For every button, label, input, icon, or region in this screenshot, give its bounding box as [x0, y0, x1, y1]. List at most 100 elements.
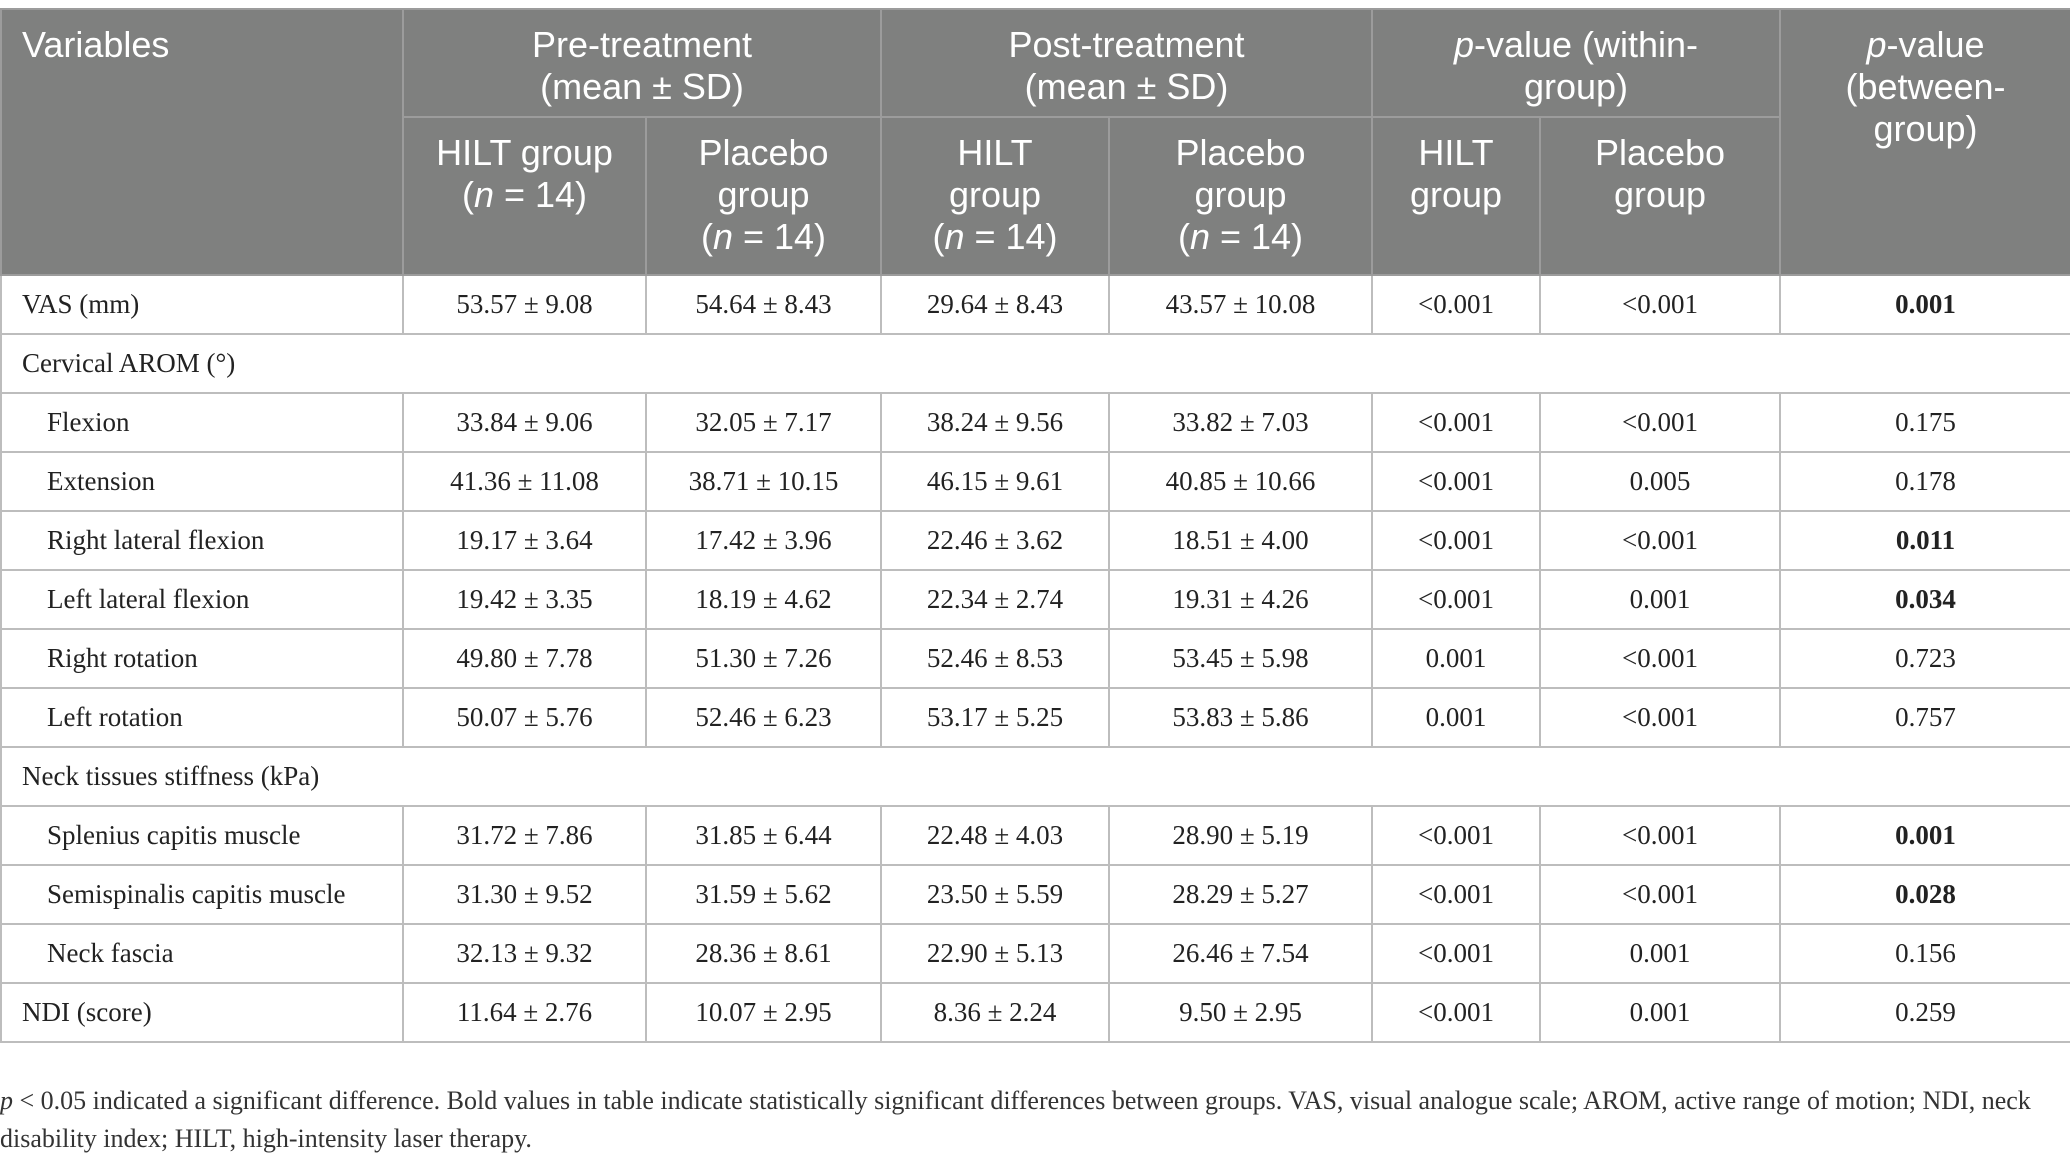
cell-p-hilt: <0.001 — [1371, 451, 1541, 512]
table-container: Variables Pre-treatment (mean ± SD) Post… — [0, 8, 2070, 1043]
section-row: Cervical AROM (°) — [0, 333, 2070, 394]
cell-p-between: 0.156 — [1779, 923, 2070, 984]
cell-post-hilt: 46.15 ± 9.61 — [880, 451, 1110, 512]
table-row: Neck fascia 32.13 ± 9.32 28.36 ± 8.61 22.90… — [0, 923, 2070, 984]
table-row: Left lateral flexion 19.42 ± 3.35 18.19 ± … — [0, 569, 2070, 630]
group-label: HILT group — [1409, 132, 1503, 215]
cell-p-placebo: 0.001 — [1539, 923, 1781, 984]
cell-p-between: 0.028 — [1779, 864, 2070, 925]
p-between-header: p-value (between-group) — [1779, 8, 2070, 276]
variable-label: NDI (score) — [0, 982, 404, 1043]
cell-post-hilt: 53.17 ± 5.25 — [880, 687, 1110, 748]
pre-hilt-header: HILT group (n = 14) — [402, 116, 647, 276]
cell-post-placebo: 40.85 ± 10.66 — [1108, 451, 1373, 512]
n-label: (n = 14) — [701, 216, 826, 257]
variable-label: Semispinalis capitis muscle — [0, 864, 404, 925]
cell-pre-hilt: 49.80 ± 7.78 — [402, 628, 647, 689]
n-rest: = 14) — [493, 174, 588, 215]
table-row: Splenius capitis muscle 31.72 ± 7.86 31.85… — [0, 805, 2070, 866]
cell-post-placebo: 19.31 ± 4.26 — [1108, 569, 1373, 630]
cell-p-placebo: 0.005 — [1539, 451, 1781, 512]
pre-treatment-label: Pre-treatment (mean ± SD) — [531, 24, 753, 107]
cell-pre-placebo: 10.07 ± 2.95 — [645, 982, 882, 1043]
cell-p-placebo: <0.001 — [1539, 864, 1781, 925]
cell-pre-placebo: 54.64 ± 8.43 — [645, 274, 882, 335]
p-hilt-header: HILT group — [1371, 116, 1541, 276]
cell-p-hilt: <0.001 — [1371, 392, 1541, 453]
cell-post-placebo: 28.29 ± 5.27 — [1108, 864, 1373, 925]
cell-post-hilt: 22.90 ± 5.13 — [880, 923, 1110, 984]
cell-pre-hilt: 41.36 ± 11.08 — [402, 451, 647, 512]
cell-p-between: 0.011 — [1779, 510, 2070, 571]
group-label: Placebo group — [1594, 132, 1726, 215]
footnote-p-italic: p — [0, 1086, 13, 1115]
table-row: VAS (mm) 53.57 ± 9.08 54.64 ± 8.43 29.64 ± … — [0, 274, 2070, 335]
n-open: ( — [700, 216, 713, 257]
group-label: Placebo group — [698, 132, 829, 215]
cell-p-placebo: <0.001 — [1539, 510, 1781, 571]
variable-label: Flexion — [0, 392, 404, 453]
cell-p-hilt: <0.001 — [1371, 864, 1541, 925]
cell-post-hilt: 29.64 ± 8.43 — [880, 274, 1110, 335]
cell-pre-hilt: 53.57 ± 9.08 — [402, 274, 647, 335]
cell-post-placebo: 53.45 ± 5.98 — [1108, 628, 1373, 689]
cell-pre-hilt: 31.72 ± 7.86 — [402, 805, 647, 866]
group-label: Placebo group — [1175, 132, 1306, 215]
cell-post-hilt: 22.48 ± 4.03 — [880, 805, 1110, 866]
p-within-label: -value (within-group) — [1473, 24, 1699, 107]
cell-pre-placebo: 51.30 ± 7.26 — [645, 628, 882, 689]
cell-post-placebo: 43.57 ± 10.08 — [1108, 274, 1373, 335]
footnote-text: < 0.05 indicated a significant differenc… — [0, 1086, 2031, 1153]
cell-p-hilt: <0.001 — [1371, 923, 1541, 984]
cell-p-placebo: 0.001 — [1539, 982, 1781, 1043]
cell-pre-hilt: 33.84 ± 9.06 — [402, 392, 647, 453]
n-label: (n = 14) — [932, 216, 1057, 257]
cell-pre-placebo: 31.85 ± 6.44 — [645, 805, 882, 866]
cell-pre-hilt: 50.07 ± 5.76 — [402, 687, 647, 748]
n-italic: n — [712, 216, 733, 257]
n-open: ( — [461, 174, 474, 215]
table-row: NDI (score) 11.64 ± 2.76 10.07 ± 2.95 8.36 … — [0, 982, 2070, 1043]
cell-p-between: 0.001 — [1779, 274, 2070, 335]
variable-label: Left lateral flexion — [0, 569, 404, 630]
n-rest: = 14) — [1209, 216, 1304, 257]
cell-p-hilt: <0.001 — [1371, 274, 1541, 335]
cell-p-between: 0.757 — [1779, 687, 2070, 748]
cell-pre-placebo: 17.42 ± 3.96 — [645, 510, 882, 571]
section-row: Neck tissues stiffness (kPa) — [0, 746, 2070, 807]
table-row: Left rotation 50.07 ± 5.76 52.46 ± 6.23 53.… — [0, 687, 2070, 748]
cell-p-between: 0.723 — [1779, 628, 2070, 689]
cell-p-placebo: <0.001 — [1539, 628, 1781, 689]
post-hilt-header: HILT group (n = 14) — [880, 116, 1110, 276]
n-italic: n — [1189, 216, 1210, 257]
n-open: ( — [932, 216, 945, 257]
cell-pre-placebo: 18.19 ± 4.62 — [645, 569, 882, 630]
cell-p-between: 0.175 — [1779, 392, 2070, 453]
table-body: VAS (mm) 53.57 ± 9.08 54.64 ± 8.43 29.64 ± … — [0, 274, 2070, 1043]
variable-label: VAS (mm) — [0, 274, 404, 335]
post-placebo-header: Placebo group (n = 14) — [1108, 116, 1373, 276]
cell-p-between: 0.001 — [1779, 805, 2070, 866]
cell-post-hilt: 8.36 ± 2.24 — [880, 982, 1110, 1043]
pre-treatment-header: Pre-treatment (mean ± SD) — [402, 8, 882, 118]
post-treatment-label: Post-treatment (mean ± SD) — [1008, 24, 1245, 107]
n-rest: = 14) — [732, 216, 827, 257]
variable-label: Extension — [0, 451, 404, 512]
cell-post-placebo: 9.50 ± 2.95 — [1108, 982, 1373, 1043]
cell-pre-placebo: 38.71 ± 10.15 — [645, 451, 882, 512]
cell-post-hilt: 22.46 ± 3.62 — [880, 510, 1110, 571]
cell-post-hilt: 22.34 ± 2.74 — [880, 569, 1110, 630]
cell-pre-placebo: 52.46 ± 6.23 — [645, 687, 882, 748]
cell-post-placebo: 28.90 ± 5.19 — [1108, 805, 1373, 866]
cell-pre-placebo: 32.05 ± 7.17 — [645, 392, 882, 453]
group-label: HILT group — [436, 132, 613, 173]
variable-label: Right lateral flexion — [0, 510, 404, 571]
table-row: Semispinalis capitis muscle 31.30 ± 9.52 3… — [0, 864, 2070, 925]
pre-placebo-header: Placebo group (n = 14) — [645, 116, 882, 276]
p-within-italic: p — [1453, 24, 1474, 65]
cell-post-hilt: 23.50 ± 5.59 — [880, 864, 1110, 925]
p-between-italic: p — [1866, 24, 1887, 65]
cell-pre-hilt: 19.17 ± 3.64 — [402, 510, 647, 571]
cell-p-hilt: 0.001 — [1371, 687, 1541, 748]
cell-p-hilt: <0.001 — [1371, 510, 1541, 571]
